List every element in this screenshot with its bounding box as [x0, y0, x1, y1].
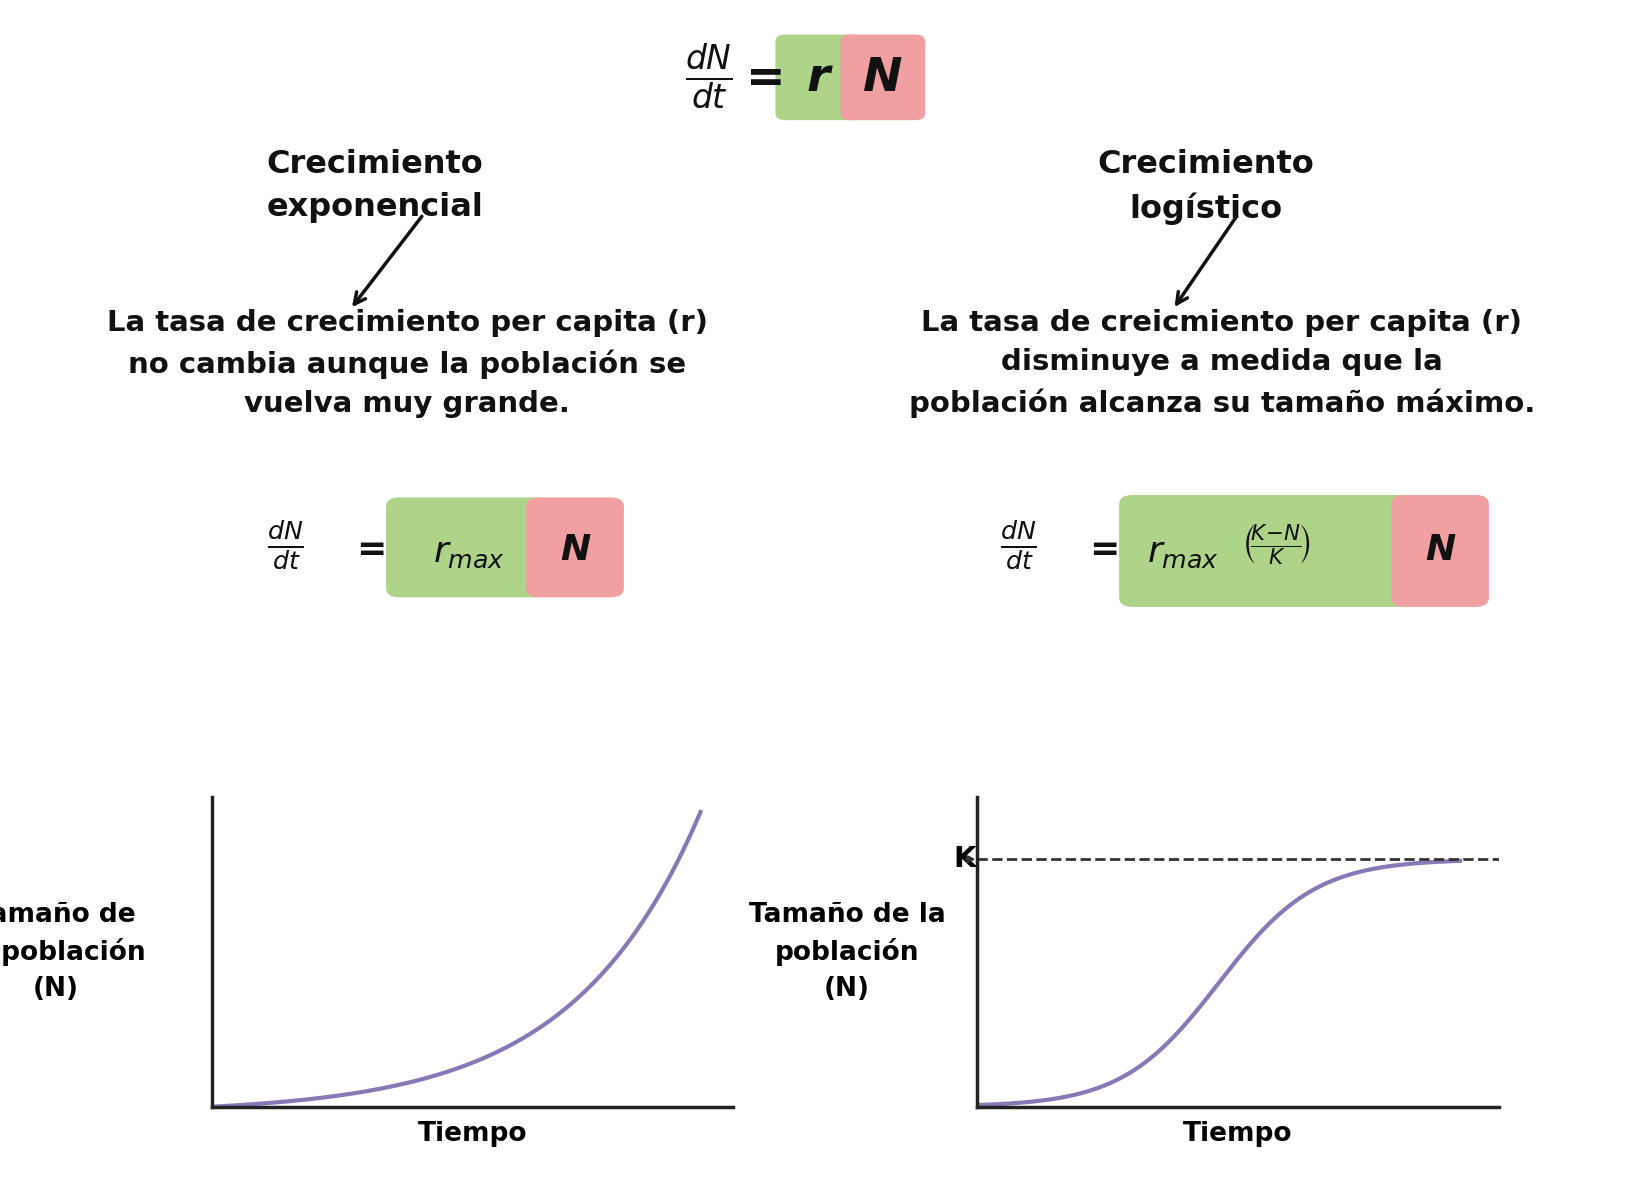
Text: Crecimiento
exponencial: Crecimiento exponencial [266, 149, 484, 223]
Text: K: K [953, 845, 976, 873]
Text: Tamaño de la
población
(N): Tamaño de la población (N) [749, 902, 945, 1002]
X-axis label: Tiempo: Tiempo [1183, 1121, 1293, 1147]
FancyBboxPatch shape [1391, 495, 1489, 607]
Text: N: N [863, 56, 902, 101]
Text: N: N [560, 533, 590, 566]
Text: Crecimiento
logístico: Crecimiento logístico [1096, 149, 1315, 225]
Text: =: = [746, 57, 785, 102]
FancyBboxPatch shape [386, 497, 551, 597]
FancyBboxPatch shape [1119, 495, 1414, 607]
Text: $\frac{dN}{dt}$: $\frac{dN}{dt}$ [267, 519, 303, 571]
X-axis label: Tiempo: Tiempo [417, 1121, 528, 1147]
Text: $r_{max}$: $r_{max}$ [1147, 537, 1218, 570]
Text: $r_{max}$: $r_{max}$ [433, 537, 505, 570]
Text: $\left(\!\frac{K\!-\!N}{K}\!\right)$: $\left(\!\frac{K\!-\!N}{K}\!\right)$ [1241, 522, 1310, 568]
Text: r: r [806, 56, 829, 101]
Text: N: N [1425, 533, 1455, 566]
Text: $\frac{dN}{dt}$: $\frac{dN}{dt}$ [684, 40, 733, 112]
Text: La tasa de creicmiento per capita (r)
disminuye a medida que la
población alcanz: La tasa de creicmiento per capita (r) di… [909, 309, 1535, 418]
Text: =: = [357, 533, 386, 566]
FancyBboxPatch shape [526, 497, 624, 597]
Text: Tamaño de
la población
(N): Tamaño de la población (N) [0, 902, 145, 1002]
FancyBboxPatch shape [841, 35, 925, 120]
Text: La tasa de crecimiento per capita (r)
no cambia aunque la población se
vuelva mu: La tasa de crecimiento per capita (r) no… [108, 309, 707, 418]
FancyBboxPatch shape [775, 35, 860, 120]
Text: $\frac{dN}{dt}$: $\frac{dN}{dt}$ [1000, 519, 1036, 571]
Text: =: = [1090, 533, 1119, 566]
